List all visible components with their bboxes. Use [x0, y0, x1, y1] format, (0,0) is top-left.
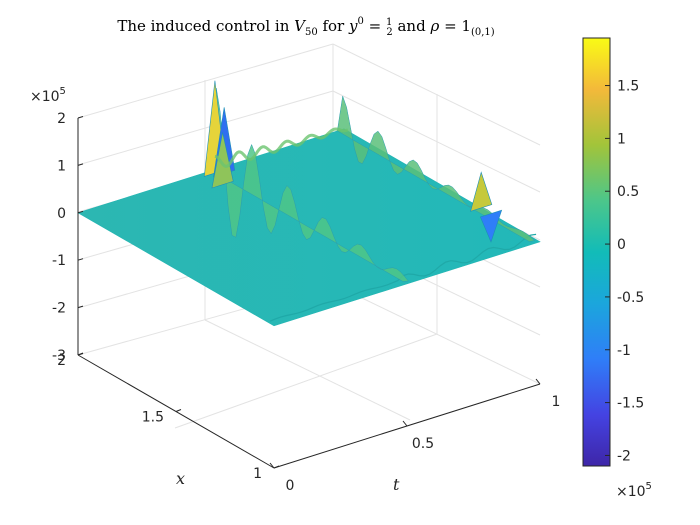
z-tick-label: 1: [57, 158, 66, 174]
z-tick-labels: -3 -2 -1 0 1 2: [52, 111, 66, 364]
z-tick-label: -3: [52, 348, 66, 364]
x-tick-label: 2: [57, 353, 66, 369]
spike-ridge-end: [337, 95, 536, 242]
t-tick-labels: 00.51: [286, 394, 561, 494]
x-tick: [175, 409, 182, 412]
t-tick: [402, 420, 408, 427]
colorbar-tick-label: 0: [617, 237, 626, 253]
t-tick-label: 0: [286, 478, 295, 494]
colorbar-tick-label: 1.5: [617, 79, 639, 95]
z-tick: [77, 116, 84, 119]
tick-marks: [77, 116, 541, 469]
colorbar-tick-label: -2: [617, 448, 631, 464]
z-tick-label: 2: [57, 111, 66, 127]
t-tick: [535, 378, 541, 385]
spike-ridge-mid: [210, 88, 409, 282]
t-tick: [269, 462, 275, 469]
oscillation-wave: [214, 127, 349, 168]
colorbar-tick-label: -1.5: [617, 396, 644, 412]
colorbar-multiplier: ×105: [616, 481, 652, 500]
t-tick-label: 1: [552, 394, 561, 410]
colorbar: [582, 37, 611, 467]
colorbar-tick-label: 1: [617, 131, 626, 147]
z-tick-label: 0: [57, 206, 66, 222]
x-tick-labels: 11.52: [57, 353, 262, 482]
x-tick: [273, 465, 280, 469]
x-tick: [77, 352, 84, 356]
x-tick-label: 1: [253, 466, 262, 482]
z-tick-label: -1: [52, 253, 66, 269]
spike-peak: [470, 171, 493, 212]
t-axis-label: t: [393, 475, 400, 494]
x-axis-label: x: [176, 469, 185, 488]
z-tick: [77, 258, 84, 261]
t-tick-label: 0.5: [412, 436, 434, 452]
z-tick-label: -2: [52, 301, 66, 317]
z-multiplier: ×105: [30, 86, 66, 105]
z-tick: [77, 305, 84, 309]
spike-peak: [211, 132, 234, 189]
x-tick-label: 1.5: [142, 410, 164, 426]
colorbar-tick-label: -1: [617, 343, 631, 359]
colorbar-ticks: 1.5 1 0.5 0 -0.5 -1 -1.5 -2: [605, 79, 644, 464]
surface-plot: [77, 80, 541, 327]
colorbar-tick-label: -0.5: [617, 290, 644, 306]
z-tick: [77, 163, 84, 166]
colorbar-tick-label: 0.5: [617, 184, 639, 200]
spike-trough: [479, 209, 503, 243]
z-tick: [77, 210, 84, 214]
